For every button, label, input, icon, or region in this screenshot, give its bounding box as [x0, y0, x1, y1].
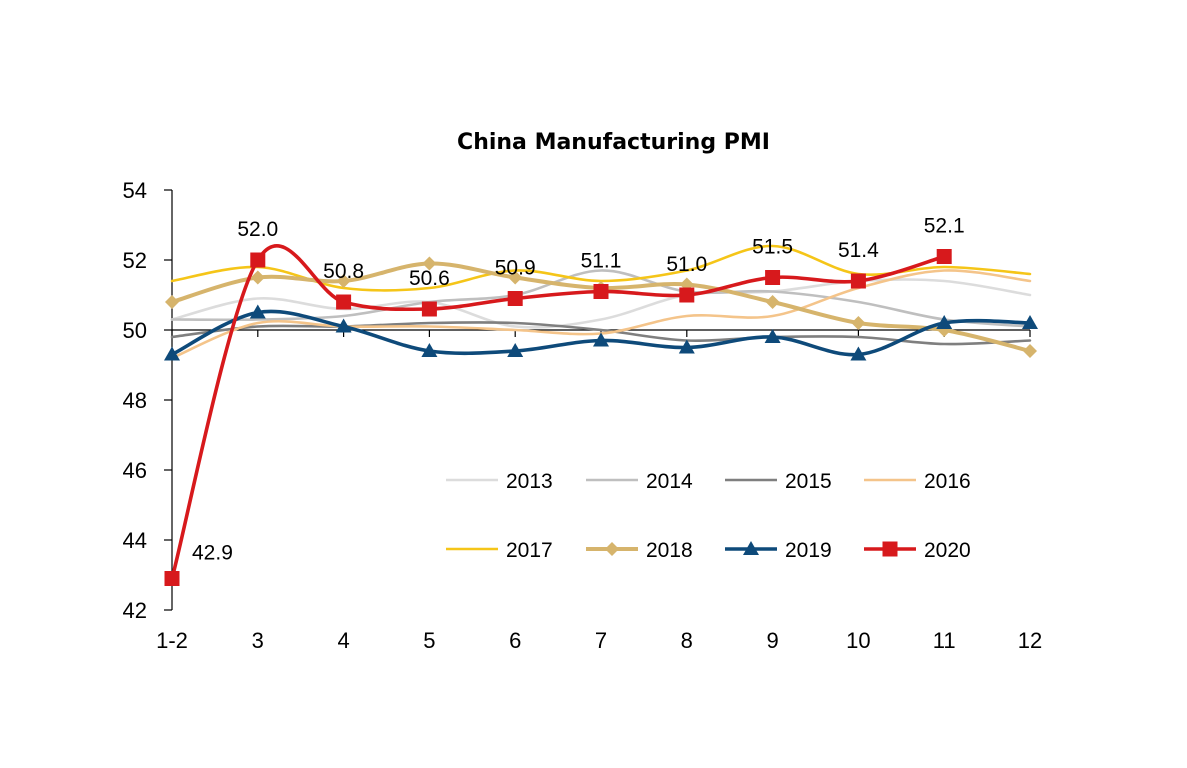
- data-point-2018: [422, 256, 437, 271]
- data-point-2019: [421, 343, 438, 357]
- data-label: 42.9: [192, 542, 233, 565]
- x-tick-label: 8: [681, 628, 693, 653]
- data-point-2020: [936, 249, 952, 264]
- data-point-2020: [593, 284, 609, 299]
- data-point-2019: [593, 332, 609, 347]
- data-point-2019: [764, 329, 781, 343]
- data-point-2020: [507, 291, 523, 306]
- y-tick-label: 48: [123, 388, 147, 413]
- data-point-2019: [678, 339, 695, 354]
- legend-label-2019: 2019: [785, 539, 832, 562]
- data-point-2020: [250, 252, 266, 268]
- x-tick-label: 1-2: [156, 628, 188, 653]
- x-tick-label: 11: [933, 628, 956, 653]
- series-line-2015: [170, 321, 1032, 346]
- data-point-2018: [1023, 344, 1037, 358]
- data-point-2019: [507, 343, 524, 357]
- y-tick-label: 54: [123, 178, 147, 203]
- data-point-2019: [335, 318, 352, 333]
- data-point-2018: [765, 295, 780, 309]
- data-label: 50.6: [409, 267, 450, 290]
- data-point-2018: [851, 316, 866, 330]
- y-tick-label: 46: [123, 458, 147, 483]
- data-point-2020: [336, 294, 352, 310]
- x-tick-label: 7: [595, 628, 607, 653]
- legend-label-2016: 2016: [924, 470, 971, 493]
- data-point-2018: [165, 295, 179, 309]
- legend-label-2013: 2013: [506, 470, 553, 493]
- data-point-2020: [765, 270, 781, 285]
- data-point-2019: [1022, 315, 1038, 329]
- data-label: 52.1: [924, 215, 965, 238]
- x-tick-label: 5: [423, 628, 435, 653]
- data-point-2019: [164, 346, 180, 361]
- chart-title: China Manufacturing PMI: [457, 130, 770, 155]
- x-tick-label: 10: [846, 628, 870, 653]
- data-label: 50.9: [495, 257, 536, 280]
- x-tick-label: 9: [766, 628, 778, 653]
- data-point-2019: [936, 315, 953, 329]
- x-tick-label: 3: [252, 628, 264, 653]
- data-point-2020: [850, 273, 866, 289]
- legend-label-2015: 2015: [785, 470, 832, 493]
- legend-label-2020: 2020: [924, 539, 971, 562]
- legend-label-2014: 2014: [646, 470, 693, 493]
- y-tick-label: 52: [123, 248, 147, 273]
- x-tick-label: 6: [509, 628, 521, 653]
- x-tick-label: 12: [1018, 628, 1042, 653]
- data-point-2018: [336, 274, 351, 288]
- data-point-2019: [850, 346, 867, 361]
- data-point-2019: [249, 304, 266, 319]
- data-point-2020: [164, 571, 180, 586]
- legend-label-2017: 2017: [506, 539, 553, 562]
- y-tick-label: 50: [123, 318, 147, 343]
- legend-label-2018: 2018: [646, 539, 693, 562]
- data-point-2018: [250, 270, 265, 285]
- series-line-2020: [170, 244, 946, 581]
- legend-marker-2019: [743, 541, 759, 555]
- legend-marker-2020: [882, 541, 898, 557]
- data-label: 52.0: [237, 218, 278, 241]
- x-tick-label: 4: [337, 628, 349, 653]
- data-point-2020: [679, 287, 695, 303]
- y-tick-label: 42: [123, 598, 147, 623]
- data-point-2020: [421, 301, 437, 317]
- legend-marker-2018: [605, 542, 619, 556]
- data-point-2018: [508, 270, 523, 285]
- data-label: 51.0: [666, 253, 707, 276]
- data-label: 51.4: [838, 239, 879, 262]
- data-label: 50.8: [323, 260, 364, 283]
- data-label: 51.5: [752, 236, 793, 259]
- y-tick-label: 44: [123, 528, 147, 553]
- data-label: 51.1: [581, 250, 622, 273]
